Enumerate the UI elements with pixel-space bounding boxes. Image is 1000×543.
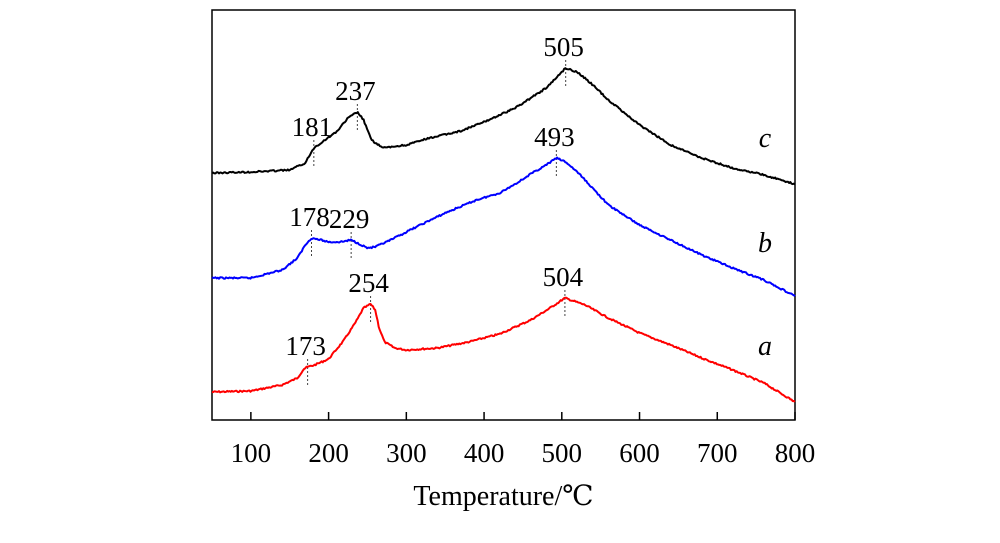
series-line-c — [211, 67, 796, 186]
peak-label: 181 — [292, 112, 333, 142]
x-tick-label: 400 — [464, 438, 505, 468]
series-label-b: b — [758, 228, 772, 259]
plot-frame — [211, 9, 796, 421]
series-line-a — [211, 296, 796, 403]
x-tick-label: 100 — [231, 438, 272, 468]
peak-label: 505 — [543, 32, 584, 62]
peak-label: 493 — [534, 122, 575, 152]
series-curves: a b c — [211, 67, 796, 403]
peak-label: 237 — [335, 76, 376, 106]
peak-label: 229 — [329, 204, 370, 234]
series-label-c: c — [759, 123, 772, 154]
peak-label: 173 — [285, 331, 326, 361]
x-tick-label: 600 — [619, 438, 660, 468]
series-label-a: a — [758, 331, 772, 362]
peak-label: 178 — [289, 202, 330, 232]
x-tick-label: 500 — [542, 438, 583, 468]
series-line-b — [211, 156, 796, 297]
x-tick-label: 800 — [775, 438, 816, 468]
x-axis-ticks: 100 200 300 400 500 600 700 800 — [231, 412, 816, 468]
peak-label: 254 — [348, 268, 389, 298]
peak-markers — [307, 60, 567, 387]
x-tick-label: 700 — [697, 438, 738, 468]
x-tick-label: 300 — [386, 438, 427, 468]
peak-label: 504 — [543, 262, 584, 292]
x-axis-title: Temperature/℃ — [413, 481, 593, 512]
x-tick-label: 200 — [308, 438, 349, 468]
